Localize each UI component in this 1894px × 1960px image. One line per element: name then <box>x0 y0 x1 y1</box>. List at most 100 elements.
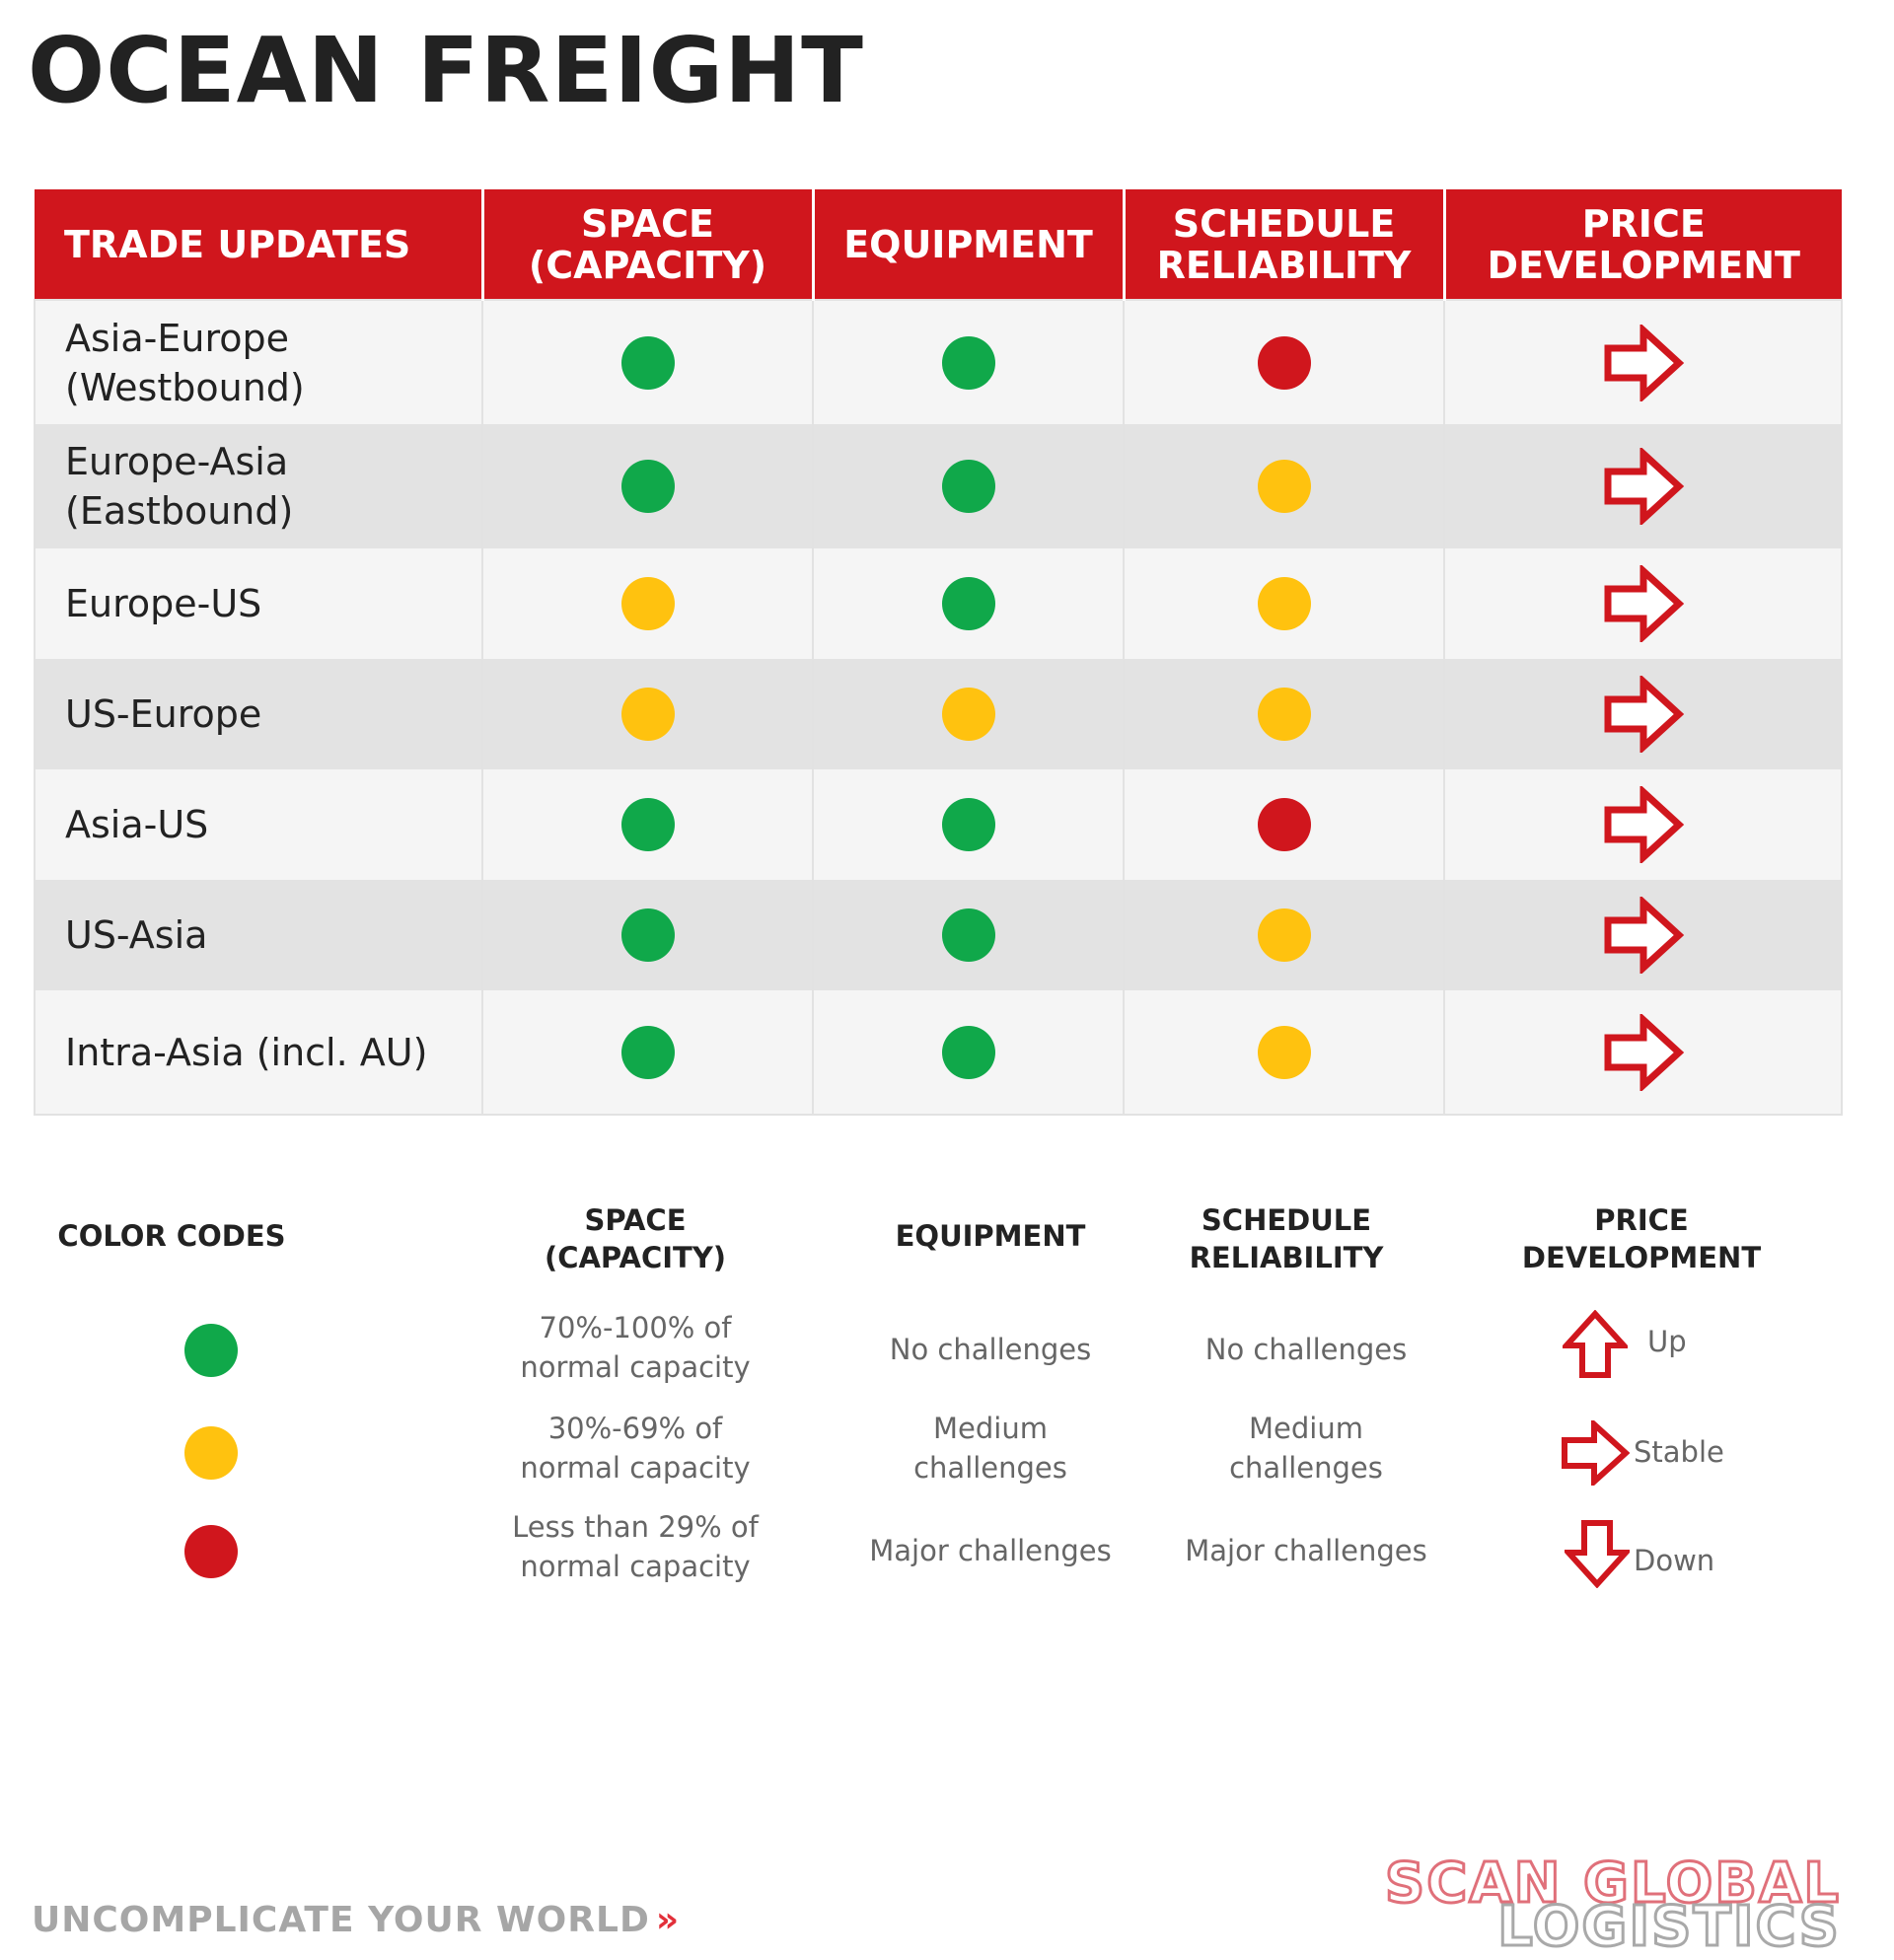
green-status-dot-icon <box>941 335 995 390</box>
arrow-down-icon <box>1562 1519 1633 1592</box>
legend-green-dot <box>184 1324 238 1377</box>
legend-space-red: Less than 29% of normal capacity <box>512 1510 759 1583</box>
legend-equipment-red: Major challenges <box>869 1534 1112 1567</box>
schedule-status-cell <box>1123 880 1444 990</box>
equipment-status-cell <box>812 548 1124 659</box>
header-schedule-reliability: SCHEDULE RELIABILITY <box>1122 189 1444 300</box>
arrow-stable-icon <box>1602 1011 1685 1093</box>
price-development-cell <box>1443 300 1842 424</box>
table-row: US-Europe <box>35 659 1842 769</box>
arrow-stable-icon <box>1602 446 1685 527</box>
arrow-stable-icon <box>1561 1417 1631 1489</box>
green-status-dot-icon <box>941 577 995 630</box>
tagline: UNCOMPLICATE YOUR WORLD» <box>32 1900 680 1940</box>
schedule-status-cell <box>1123 990 1444 1115</box>
page-title: OCEAN FREIGHT <box>28 18 864 123</box>
table-row: Intra-Asia (incl. AU) <box>35 990 1842 1115</box>
green-status-dot-icon <box>941 798 995 851</box>
legend-schedule-green: No challenges <box>1204 1333 1408 1366</box>
space-status-cell <box>481 659 813 769</box>
table-body: Asia-Europe (Westbound) Europe-Asia (East… <box>35 300 1842 1115</box>
table-row: US-Asia <box>35 880 1842 990</box>
yellow-status-dot-icon <box>1257 688 1311 741</box>
trade-lane-label: Europe-Asia (Eastbound) <box>35 424 482 548</box>
legend-price-up: Up <box>1647 1325 1687 1358</box>
green-status-dot-icon <box>620 1025 675 1079</box>
trade-lane-label: Intra-Asia (incl. AU) <box>35 990 482 1115</box>
trade-lane-label: Asia-Europe (Westbound) <box>35 300 482 424</box>
trade-lane-label: Asia-US <box>35 769 482 880</box>
equipment-status-cell <box>812 424 1124 548</box>
header-space-capacity: SPACE (CAPACITY) <box>480 189 813 300</box>
space-status-cell <box>481 548 813 659</box>
arrow-stable-icon <box>1602 674 1685 755</box>
yellow-status-dot-icon <box>620 577 675 630</box>
yellow-status-dot-icon <box>1257 1025 1311 1079</box>
trade-lane-label: US-Europe <box>35 659 482 769</box>
schedule-status-cell <box>1123 548 1444 659</box>
green-status-dot-icon <box>941 908 995 962</box>
legend-equipment-yellow: Medium challenges <box>913 1412 1067 1485</box>
yellow-status-dot-icon <box>1257 908 1311 962</box>
legend-equipment-green: No challenges <box>889 1333 1092 1366</box>
schedule-status-cell <box>1123 424 1444 548</box>
space-status-cell <box>481 990 813 1115</box>
tagline-text: UNCOMPLICATE YOUR WORLD <box>32 1900 650 1940</box>
table-row: Europe-Asia (Eastbound) <box>35 424 1842 548</box>
legend-price-heading: PRICE DEVELOPMENT <box>1521 1203 1762 1274</box>
equipment-status-cell <box>812 300 1124 424</box>
schedule-status-cell <box>1123 659 1444 769</box>
header-trade-updates: TRADE UPDATES <box>35 189 482 300</box>
legend-schedule-heading: SCHEDULE RELIABILITY <box>1189 1203 1384 1274</box>
arrow-stable-icon <box>1602 563 1685 644</box>
legend-price-stable: Stable <box>1634 1435 1724 1469</box>
header-price-development: PRICE DEVELOPMENT <box>1442 189 1842 300</box>
yellow-status-dot-icon <box>1257 577 1311 630</box>
red-status-dot-icon <box>1257 335 1311 390</box>
trade-lane-label: US-Asia <box>35 880 482 990</box>
green-status-dot-icon <box>941 1025 995 1079</box>
legend-red-dot <box>184 1525 238 1578</box>
price-development-cell <box>1443 990 1842 1115</box>
table-row: Asia-US <box>35 769 1842 880</box>
price-development-cell <box>1443 769 1842 880</box>
table-header-row: TRADE UPDATES SPACE (CAPACITY) EQUIPMENT… <box>35 189 1842 300</box>
green-status-dot-icon <box>620 335 675 390</box>
arrow-stable-icon <box>1602 322 1685 403</box>
yellow-status-dot-icon <box>1257 460 1311 513</box>
trade-updates-table: TRADE UPDATES SPACE (CAPACITY) EQUIPMENT… <box>34 189 1843 1116</box>
table-row: Europe-US <box>35 548 1842 659</box>
yellow-status-dot-icon <box>620 688 675 741</box>
tagline-chevron-icon: » <box>655 1900 681 1940</box>
arrow-up-icon <box>1560 1309 1631 1383</box>
legend-space-green: 70%-100% of normal capacity <box>520 1311 751 1384</box>
legend-schedule-red: Major challenges <box>1185 1534 1427 1567</box>
red-status-dot-icon <box>1257 798 1311 851</box>
equipment-status-cell <box>812 880 1124 990</box>
color-codes-legend: COLOR CODES SPACE (CAPACITY) EQUIPMENT S… <box>34 1194 1841 1608</box>
brand-logo-line2: LOGISTICS <box>1496 1895 1841 1959</box>
space-status-cell <box>481 769 813 880</box>
green-status-dot-icon <box>620 460 675 513</box>
trade-lane-label: Europe-US <box>35 548 482 659</box>
price-development-cell <box>1443 659 1842 769</box>
green-status-dot-icon <box>620 798 675 851</box>
schedule-status-cell <box>1123 300 1444 424</box>
equipment-status-cell <box>812 990 1124 1115</box>
legend-equipment-heading: EQUIPMENT <box>895 1219 1086 1253</box>
price-development-cell <box>1443 424 1842 548</box>
legend-yellow-dot <box>184 1426 238 1480</box>
green-status-dot-icon <box>941 460 995 513</box>
legend-price-down: Down <box>1634 1544 1715 1577</box>
yellow-status-dot-icon <box>941 688 995 741</box>
equipment-status-cell <box>812 769 1124 880</box>
price-development-cell <box>1443 548 1842 659</box>
legend-schedule-yellow: Medium challenges <box>1229 1412 1383 1485</box>
table-row: Asia-Europe (Westbound) <box>35 300 1842 424</box>
green-status-dot-icon <box>620 908 675 962</box>
header-equipment: EQUIPMENT <box>811 189 1124 300</box>
schedule-status-cell <box>1123 769 1444 880</box>
brand-logo-line1: SCAN GLOBAL <box>1383 1851 1841 1916</box>
arrow-stable-icon <box>1602 895 1685 976</box>
price-development-cell <box>1443 880 1842 990</box>
